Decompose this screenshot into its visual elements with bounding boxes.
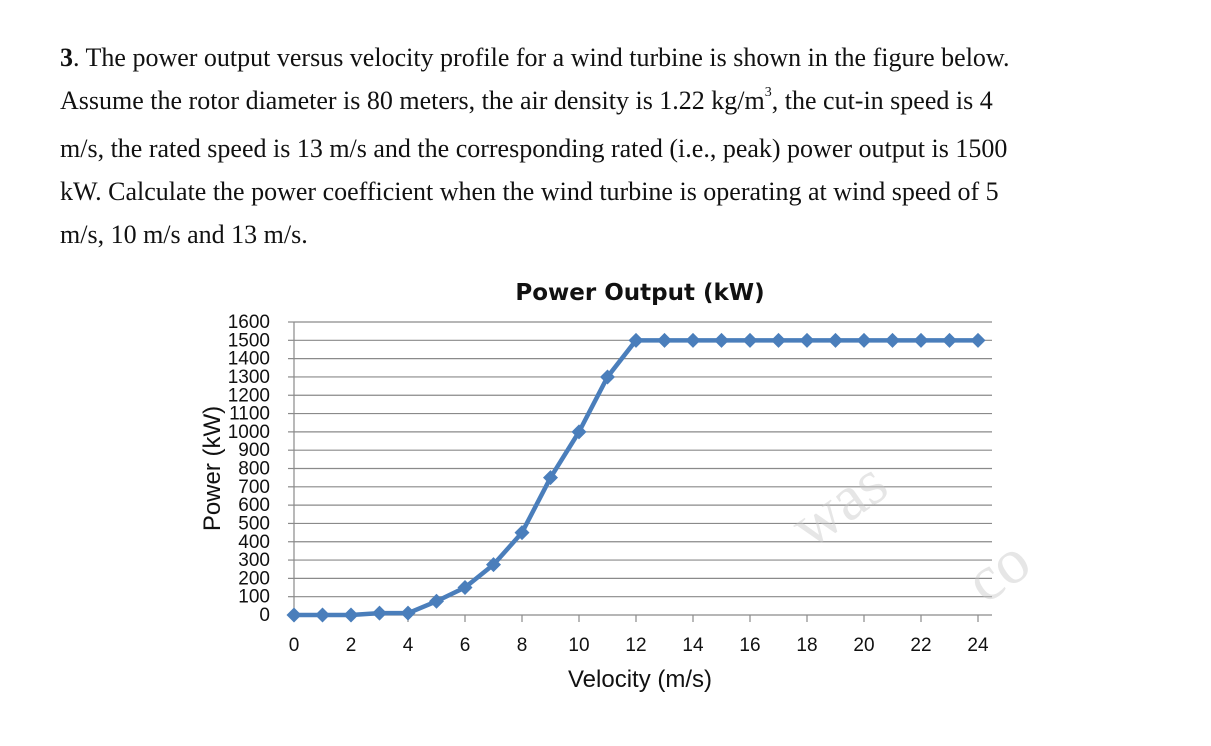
x-tick-label: 22 [910,635,931,656]
series-power-output [286,332,986,623]
y-tick-label: 100 [238,587,270,608]
power-output-chart: 0100200300400500600700800900100011001200… [199,280,1043,693]
chart-title: Power Output (kW) [515,280,764,306]
y-tick-label: 400 [238,532,270,553]
data-point [828,332,843,348]
data-point [685,332,701,348]
x-tick-label: 18 [796,635,817,656]
y-tick-label: 200 [238,568,270,589]
data-point [856,332,872,348]
data-point [628,332,644,348]
x-tick-label: 8 [517,635,528,656]
grid-lines [294,321,992,616]
y-tick-label: 800 [238,459,270,480]
question-line-2: Assume the rotor diameter is 80 meters, … [60,85,993,115]
data-point [771,332,786,348]
x-tick-label: 10 [568,635,589,656]
question-number: 3 [60,43,73,72]
data-point [457,580,473,596]
data-point [429,593,444,609]
x-tick-label: 16 [739,635,760,656]
data-point [571,424,587,440]
watermark-text-2: co [952,524,1042,617]
data-point [286,607,302,623]
data-point [315,607,330,623]
x-tick-label: 4 [403,635,414,656]
y-tick-label: 1600 [228,312,270,333]
data-point [942,332,957,348]
x-tick-label: 24 [967,635,989,656]
y-tick-label: 0 [259,605,270,626]
y-tick-label: 1200 [228,385,270,406]
data-point [970,332,986,348]
data-point [514,525,530,541]
y-tick-label: 1400 [228,349,270,370]
y-tick-label: 1300 [228,367,270,388]
question-line-3: m/s, the rated speed is 13 m/s and the c… [60,134,1008,163]
data-point [742,332,758,348]
x-axis-label: Velocity (m/s) [568,666,712,693]
data-point [400,605,416,621]
x-tick-label: 6 [460,635,471,656]
question-line-1: 3. The power output versus velocity prof… [60,43,1010,72]
x-tick-label: 0 [289,635,300,656]
tick-labels: 0100200300400500600700800900100011001200… [228,312,989,656]
y-tick-label: 1100 [229,404,270,425]
x-tick-label: 14 [682,635,704,656]
data-point [885,332,900,348]
data-point [714,332,729,348]
data-point [657,332,672,348]
data-point [486,557,501,573]
y-tick-label: 700 [238,477,270,498]
watermark: was co [777,446,1042,616]
y-axis-label: Power (kW) [199,406,226,531]
x-tick-label: 2 [346,635,357,656]
y-tick-label: 1500 [228,330,270,351]
data-point [600,369,615,385]
data-point [372,605,387,621]
y-tick-label: 500 [238,513,270,534]
data-point [913,332,929,348]
y-tick-label: 300 [238,550,270,571]
y-tick-label: 600 [238,495,270,516]
question-text: 3. The power output versus velocity prof… [60,36,1140,256]
question-line-4: kW. Calculate the power coefficient when… [60,177,999,206]
x-tick-label: 20 [853,635,874,656]
watermark-text-1: was [777,446,899,561]
question-line-5: m/s, 10 m/s and 13 m/s. [60,220,308,249]
y-tick-label: 900 [238,440,270,461]
data-point [799,332,815,348]
data-point [343,607,359,623]
x-tick-label: 12 [625,635,646,656]
data-point [543,470,558,486]
superscript-3: 3 [764,85,772,100]
y-tick-label: 1000 [228,422,270,443]
